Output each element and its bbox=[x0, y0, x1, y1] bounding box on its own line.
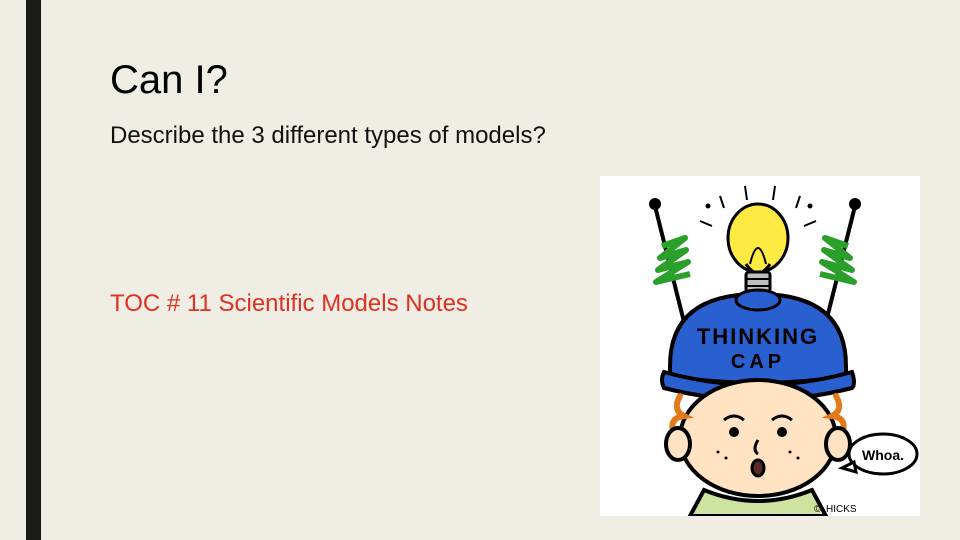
left-antenna bbox=[649, 198, 690, 326]
slide-title: Can I? bbox=[110, 58, 570, 103]
cap-label-line1: THINKING bbox=[697, 324, 819, 349]
thinking-cap-cartoon: THINKING CAP bbox=[600, 176, 920, 516]
artist-credit: HICKS bbox=[826, 504, 857, 515]
right-antenna bbox=[820, 198, 861, 326]
cap-label-line2: CAP bbox=[731, 351, 785, 373]
face bbox=[666, 380, 850, 496]
speech-bubble: Whoa. bbox=[842, 434, 917, 474]
slide-content: Can I? Describe the 3 different types of… bbox=[110, 58, 570, 151]
copyright-mark: © bbox=[814, 504, 822, 515]
toc-line: TOC # 11 Scientific Models Notes bbox=[110, 290, 468, 318]
slide-subtitle: Describe the 3 different types of models… bbox=[110, 121, 570, 151]
accent-left-bar bbox=[26, 0, 41, 540]
lightbulb-icon bbox=[728, 204, 788, 292]
speech-text: Whoa. bbox=[862, 447, 904, 463]
